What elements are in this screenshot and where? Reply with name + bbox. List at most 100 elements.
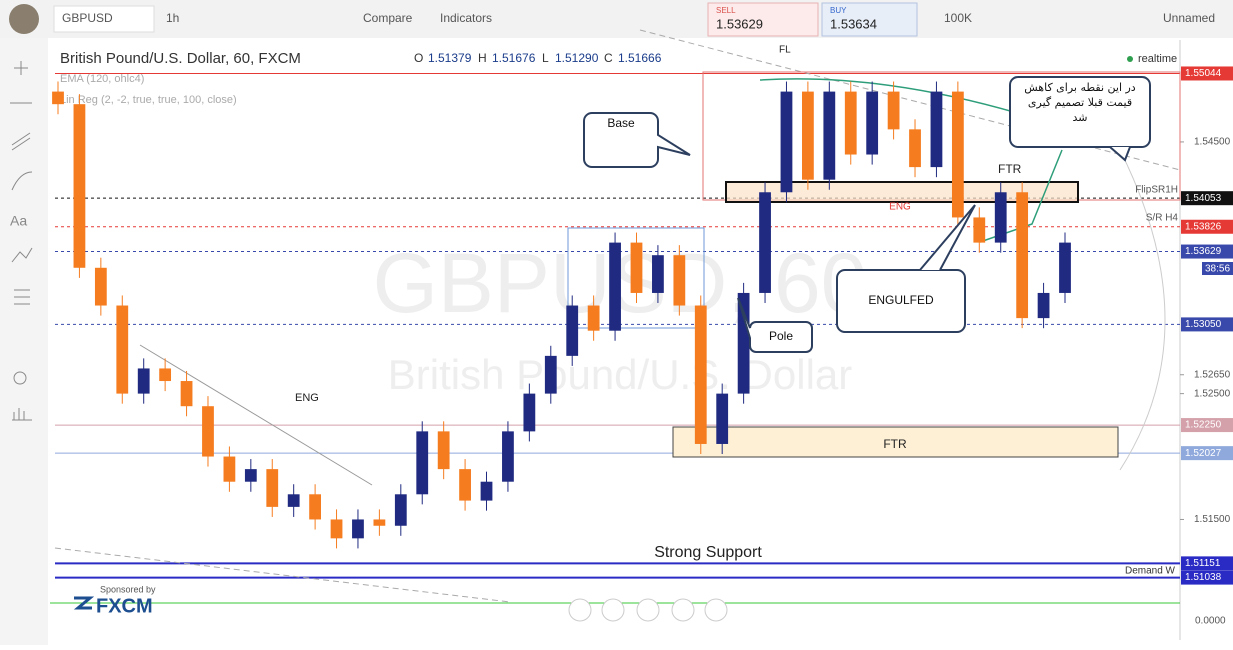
layout-name[interactable]: Unnamed [1163,11,1215,25]
watermark-name: British Pound/U.S. Dollar [388,351,853,398]
legend-title: British Pound/U.S. Dollar, 60, FXCM [60,50,301,67]
ftr-label: FTR [998,162,1022,176]
candle-body [52,92,64,105]
candle-body [266,469,278,507]
level-label: 1.54053 [1185,193,1222,204]
candle-body [159,368,171,381]
sponsor-brand: FXCM [96,595,153,617]
candle-body [95,268,107,306]
y-tick-label: 1.52500 [1194,388,1231,399]
volume-axis-label: 0.0000 [1195,616,1226,627]
candle-body [438,431,450,469]
candle-body [481,482,493,501]
candle-body [866,92,878,155]
legend-o: O [414,51,423,65]
note-box: در این نقطه برای کاهش قیمت قبلا تصمیم گی… [1020,80,1140,144]
base-label: Base [607,116,635,130]
buy-label: BUY [830,6,847,15]
y-tick-label: 1.51500 [1194,514,1231,525]
candle-body [1038,293,1050,318]
demand-label: Demand W [1125,566,1176,577]
candle-body [588,306,600,331]
eng-label: ENG [889,202,911,213]
candle-body [823,92,835,180]
level-label: 1.53050 [1185,319,1222,330]
realtime: realtime [1138,53,1177,65]
side-toolbar [0,38,48,645]
countdown: 38:56 [1205,264,1230,275]
legend-c: C [604,51,613,65]
candle-body [545,356,557,394]
note: در این نقطه برای کاهش قیمت قبلا تصمیم گی… [1020,80,1140,125]
candle-body [673,255,685,305]
y-tick-label: 1.54500 [1194,137,1231,148]
toolbar [0,0,1233,38]
indicators-button[interactable]: Indicators [440,11,492,25]
level-label: 1.52250 [1185,420,1222,431]
screenshot: GBPUSD 1h Compare Indicators SELL 1.5362… [0,0,1233,645]
candle-body [909,129,921,167]
candle-body [373,519,385,525]
candle-body [631,243,643,293]
candle-body [74,104,86,268]
legend-h: H [478,51,487,65]
linreg-legend[interactable]: Lin Reg (2, -2, true, true, 100, close) [60,94,237,106]
legend-c-value: 1.51666 [618,51,662,65]
candle-body [781,92,793,193]
candle-body [652,255,664,293]
candle-body [566,306,578,356]
compare-button[interactable]: Compare [363,11,413,25]
ema-legend[interactable]: EMA (120, ohlc4) [60,73,144,85]
sell-label: SELL [716,6,736,15]
candle-body [888,92,900,130]
candle-body [523,394,535,432]
level-label: 1.51151 [1185,558,1221,569]
candle-body [1016,192,1028,318]
candle-body [931,92,943,168]
level-label: 1.53629 [1185,246,1222,257]
candle-body [802,92,814,180]
candle-body [202,406,214,456]
buy-price: 1.53634 [830,16,877,31]
level-label: 1.53826 [1185,221,1222,232]
candle-body [416,431,428,494]
candle-body [224,457,236,482]
flip-label: FlipSR1H [1135,185,1178,196]
candle-body [245,469,257,482]
engulfed-label: ENGULFED [868,293,934,307]
level-label: 1.51038 [1185,572,1222,583]
page: { "toolbar": {"symbol": "GBPUSD", "inter… [0,0,1233,645]
ftr-label: FTR [883,437,907,451]
sr-label: S/R H4 [1146,213,1179,224]
candle-body [352,519,364,538]
realtime-dot [1127,56,1133,62]
strong-support: Strong Support [654,544,762,561]
candle-body [759,192,771,293]
candle-body [1059,243,1071,293]
candle-body [395,494,407,525]
quantity[interactable]: 100K [944,11,972,25]
sponsor-text: Sponsored by [100,584,156,594]
interval[interactable]: 1h [166,11,179,25]
avatar[interactable] [9,4,39,34]
eng-label: ENG [295,392,319,404]
symbol[interactable]: GBPUSD [62,11,113,25]
level-label: 1.52027 [1185,448,1222,459]
candle-body [995,192,1007,242]
fl-label: FL [779,45,791,56]
candle-body [973,217,985,242]
candle-body [116,306,128,394]
candle-body [952,92,964,218]
candle-body [288,494,300,507]
level-label: 1.55044 [1185,68,1222,79]
legend-l: L [542,51,549,65]
candle-body [845,92,857,155]
candle-body [716,394,728,444]
candle-body [181,381,193,406]
text-tool[interactable]: Aa [10,213,27,229]
candle-body [738,293,750,394]
candle-body [309,494,321,519]
candle-body [695,306,707,444]
candle-body [609,243,621,331]
legend-o-value: 1.51379 [428,51,472,65]
